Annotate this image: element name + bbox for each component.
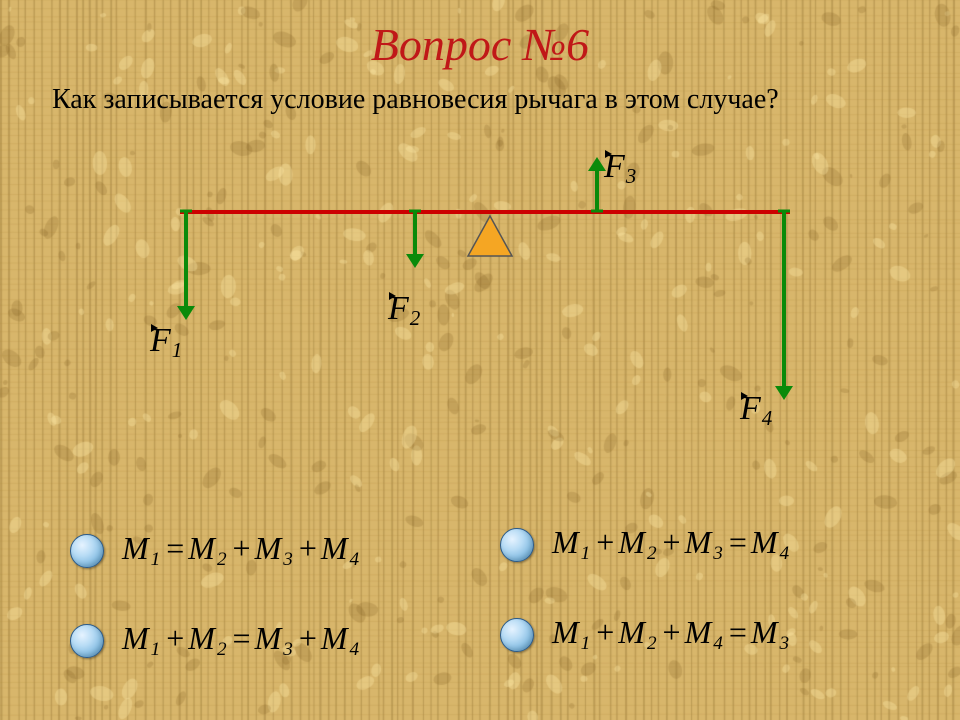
force-label: F4: [740, 390, 772, 431]
answer-option-4[interactable]: M1+M2+M4=M3: [500, 614, 791, 655]
force-label: F3: [604, 148, 636, 189]
answer-option-3[interactable]: M1+M2=M3+M4: [70, 620, 361, 661]
answer-option-1[interactable]: M1=M2+M3+M4: [70, 530, 361, 571]
answer-equation: M1+M2+M4=M3: [552, 614, 791, 655]
lever-diagram: [0, 0, 960, 460]
answer-option-2[interactable]: M1+M2+M3=M4: [500, 524, 791, 565]
answer-equation: M1+M2=M3+M4: [122, 620, 361, 661]
answer-equation: M1+M2+M3=M4: [552, 524, 791, 565]
answer-radio[interactable]: [70, 534, 104, 568]
fulcrum: [468, 216, 512, 256]
answer-radio[interactable]: [500, 618, 534, 652]
answer-radio[interactable]: [70, 624, 104, 658]
answer-radio[interactable]: [500, 528, 534, 562]
force-label: F2: [388, 290, 420, 331]
answer-equation: M1=M2+M3+M4: [122, 530, 361, 571]
force-label: F1: [150, 322, 182, 363]
